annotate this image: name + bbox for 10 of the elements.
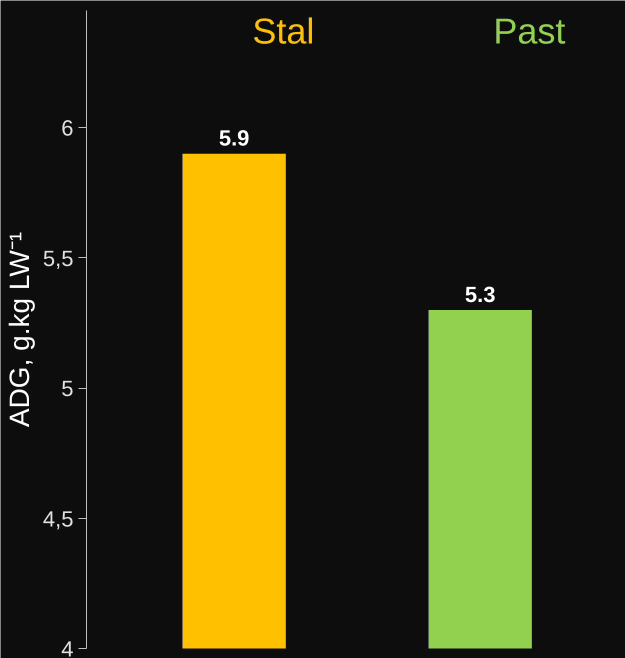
x-tick-label: Past [493,10,566,52]
data-label: 5.3 [464,282,496,307]
x-tick-label: Stal [252,10,314,52]
y-tick-label: 4 [61,636,74,658]
y-tick-label: 6 [61,116,74,141]
y-axis-title: ADG, g.kg LW⁻¹ [4,232,35,428]
y-tick-label: 5 [61,376,74,402]
data-label: 5.9 [218,126,250,151]
y-tick-label: 4,5 [42,506,74,532]
y-tick-label: 5,5 [42,246,74,271]
